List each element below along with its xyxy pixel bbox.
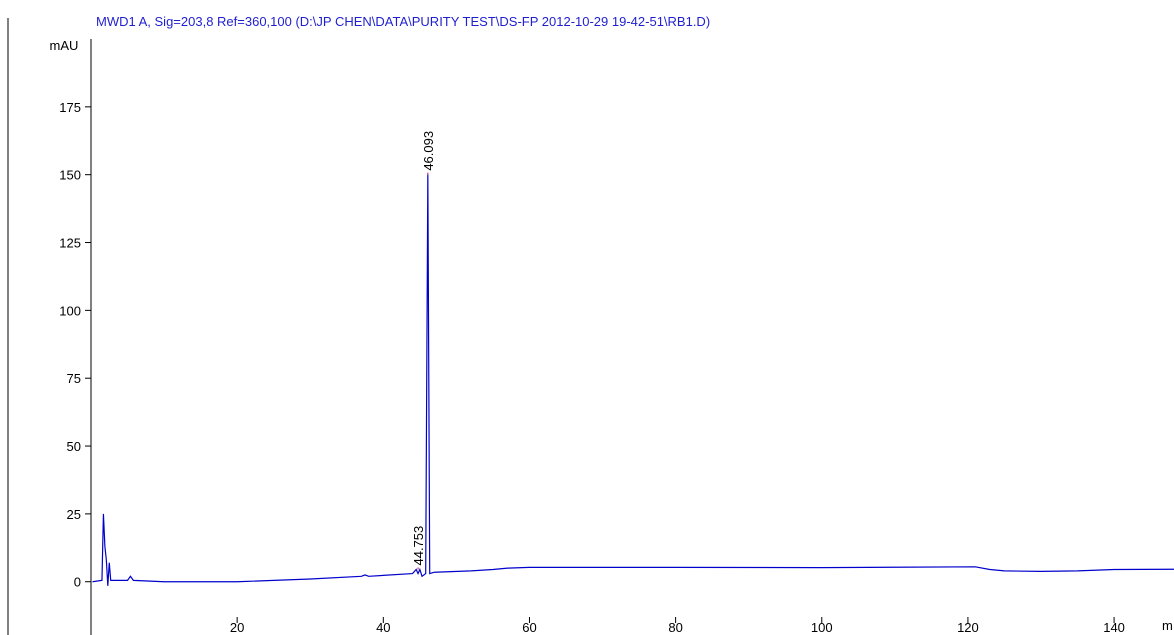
x-tick-label: 80 (668, 620, 682, 635)
y-tick-label: 25 (67, 507, 81, 522)
chart-title: MWD1 A, Sig=203,8 Ref=360,100 (D:\JP CHE… (96, 14, 710, 29)
y-axis-label: mAU (50, 38, 79, 53)
y-tick-label: 125 (59, 236, 81, 251)
peak-label: 46.093 (421, 131, 436, 171)
x-axis-label: m (1162, 618, 1173, 633)
y-tick-label: 0 (74, 575, 81, 590)
y-tick-label: 150 (59, 168, 81, 183)
trace (92, 174, 1174, 586)
x-tick-label: 20 (230, 620, 244, 635)
y-tick-label: 50 (67, 439, 81, 454)
x-tick-label: 40 (376, 620, 390, 635)
x-tick-label: 100 (811, 620, 833, 635)
x-tick-label: 120 (957, 620, 979, 635)
y-tick-label: 100 (59, 303, 81, 318)
x-tick-label: 140 (1103, 620, 1125, 635)
peak-label: 44.753 (411, 526, 426, 566)
x-tick-label: 60 (522, 620, 536, 635)
y-tick-label: 175 (59, 100, 81, 115)
y-tick-label: 75 (67, 371, 81, 386)
